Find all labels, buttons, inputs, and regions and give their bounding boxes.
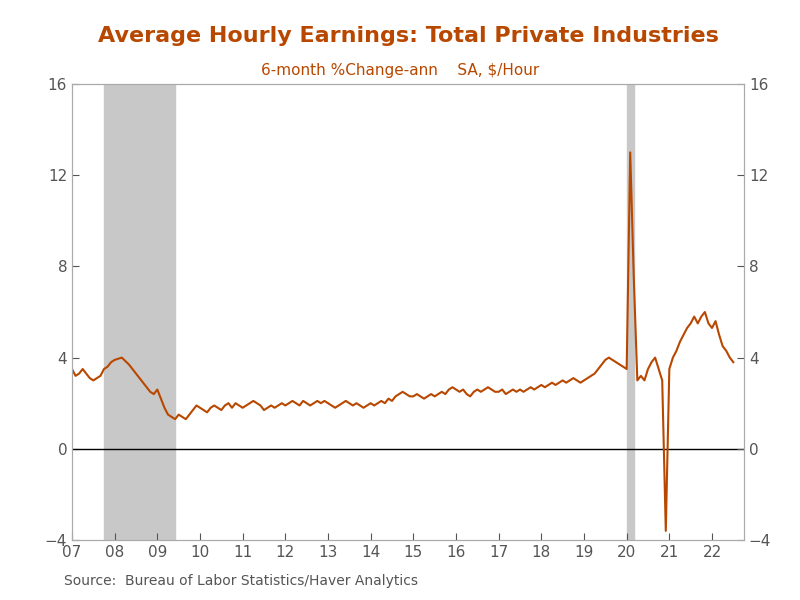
Text: Source:  Bureau of Labor Statistics/Haver Analytics: Source: Bureau of Labor Statistics/Haver… xyxy=(64,574,418,588)
Text: 6-month %Change-ann    SA, $/Hour: 6-month %Change-ann SA, $/Hour xyxy=(261,63,539,78)
Bar xyxy=(104,84,175,540)
Title: Average Hourly Earnings: Total Private Industries: Average Hourly Earnings: Total Private I… xyxy=(98,26,718,46)
Bar xyxy=(626,84,634,540)
